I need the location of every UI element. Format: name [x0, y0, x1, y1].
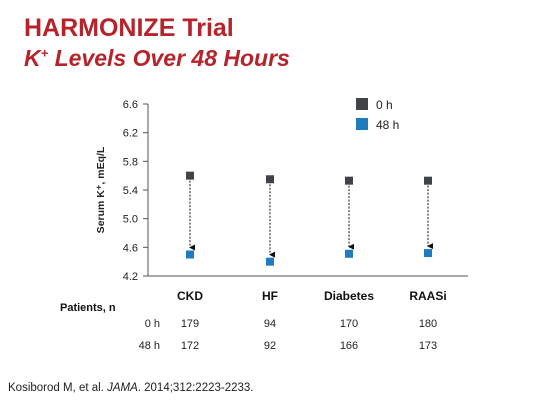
table-cell: 94 — [264, 318, 276, 330]
table-cell: 166 — [340, 340, 358, 352]
marker-48h-diabetes — [345, 249, 353, 258]
citation-authors: Kosiborod M, et al. — [8, 382, 108, 394]
table-cell: 170 — [340, 318, 358, 330]
table-cell: 180 — [419, 318, 437, 330]
y-tick-label: 6.6 — [123, 99, 138, 111]
table-row-label: 0 h — [145, 318, 160, 330]
citation-details: . 2014;312:2223-2233. — [137, 382, 254, 394]
y-tick-label: 5.0 — [123, 214, 138, 226]
table-cell: 92 — [264, 340, 276, 352]
table-row-label: 48 h — [139, 340, 160, 352]
legend: 0 h 48 h — [356, 98, 399, 132]
patients-table-header: Patients, n — [60, 302, 116, 314]
y-axis-label: Serum K⁺, mEq/L — [95, 146, 107, 233]
subtitle-superscript: + — [40, 45, 49, 61]
y-tick-label: 4.2 — [123, 271, 138, 283]
table-cell: 173 — [419, 340, 437, 352]
y-tick-label: 5.4 — [123, 185, 138, 197]
table-cell: 172 — [181, 340, 199, 352]
patients-table-rows: 0 h 179 94 170 180 48 h 172 92 166 173 — [139, 318, 438, 352]
y-tick-group: 6.6 6.2 5.8 5.4 5.0 4.6 4.2 — [123, 99, 148, 283]
legend-label-0h: 0 h — [376, 98, 393, 112]
change-arrows — [189, 180, 433, 258]
data-markers — [186, 171, 432, 266]
marker-0h-raasi — [424, 176, 432, 185]
marker-48h-hf — [266, 257, 274, 266]
category-label: Diabetes — [324, 289, 374, 303]
marker-48h-raasi — [424, 249, 432, 258]
legend-swatch-0h — [356, 98, 368, 110]
subtitle-rest: Levels Over 48 Hours — [48, 45, 290, 71]
citation-journal: JAMA — [107, 382, 138, 394]
category-label: HF — [262, 289, 278, 303]
legend-label-48h: 48 h — [376, 118, 399, 132]
patients-table: Patients, n 0 h 179 94 170 180 48 h 172 92 166 17… — [60, 302, 437, 352]
marker-0h-diabetes — [345, 176, 353, 185]
y-axis: 6.6 6.2 5.8 5.4 5.0 4.6 4.2 Serum K⁺, mEq/L — [95, 99, 149, 283]
legend-swatch-48h — [356, 118, 368, 130]
marker-0h-hf — [266, 175, 274, 184]
subtitle-main: K — [24, 45, 41, 71]
y-tick-label: 5.8 — [123, 156, 138, 168]
citation: Kosiborod M, et al. JAMA. 2014;312:2223-… — [8, 382, 254, 394]
y-tick-label: 6.2 — [123, 128, 138, 140]
marker-0h-ckd — [186, 171, 194, 180]
category-label: RAASi — [409, 289, 446, 303]
slide-title: HARMONIZE Trial — [24, 14, 234, 42]
slide-subtitle: K+ Levels Over 48 Hours — [24, 44, 290, 73]
marker-48h-ckd — [186, 250, 194, 259]
category-labels: CKD HF Diabetes RAASi — [177, 289, 447, 303]
potassium-chart: 6.6 6.2 5.8 5.4 5.0 4.6 4.2 Serum K⁺, mEq/L CK… — [60, 98, 468, 352]
table-cell: 179 — [181, 318, 199, 330]
y-tick-label: 4.6 — [123, 242, 138, 254]
category-label: CKD — [177, 289, 203, 303]
